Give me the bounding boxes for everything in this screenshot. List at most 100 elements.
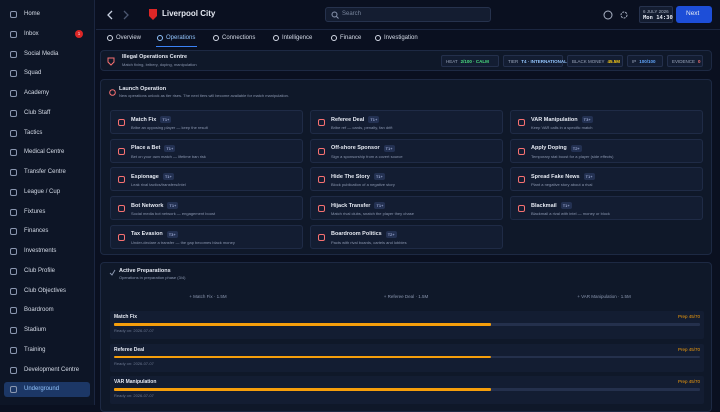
- operation-icon: [518, 176, 525, 184]
- stat-chip: IP 100/100: [627, 55, 663, 67]
- tier-badge: T3+: [581, 116, 593, 123]
- settings-button[interactable]: [619, 10, 629, 20]
- operation-card[interactable]: Match Fix T1+ Bribe an opposing player — k…: [110, 110, 303, 134]
- nav-item[interactable]: Training: [4, 343, 90, 358]
- nav-item[interactable]: League / Cup: [4, 185, 90, 200]
- tab-icon: [107, 35, 113, 41]
- operation-card[interactable]: Off-shore Sponsor T1+ Sign a sponsorship f…: [310, 138, 503, 163]
- nav-item[interactable]: Stadium: [4, 323, 90, 338]
- nav-item[interactable]: Club Staff: [4, 106, 90, 121]
- operation-icon: [118, 119, 125, 126]
- stat-label: BLACK MONEY: [572, 59, 605, 64]
- nav-item[interactable]: Club Profile: [4, 264, 90, 279]
- operation-desc: Keep VAR calls in a specific match: [531, 125, 593, 130]
- tab[interactable]: Overview: [106, 31, 143, 47]
- nav-item[interactable]: Medical Centre: [4, 145, 90, 160]
- operation-card[interactable]: Hijack Transfer T1+ Match rival clubs, sna…: [310, 196, 503, 221]
- tab-label: Intelligence: [282, 35, 313, 41]
- tier-badge: T1+: [583, 173, 595, 181]
- back-button[interactable]: [106, 10, 114, 20]
- nav-icon: [10, 11, 17, 18]
- nav-item[interactable]: Finances: [4, 224, 90, 239]
- header-subtitle: Match fixing, bribery, doping, manipulat…: [122, 62, 197, 67]
- search-box[interactable]: Search: [325, 7, 491, 22]
- operation-name: Hide The Story: [331, 173, 370, 180]
- operation-desc: Leak rival tactics/transfers/intel: [131, 182, 186, 188]
- operation-card[interactable]: Place a Bet T1+ Bet on your own match — li…: [110, 138, 303, 163]
- prep-slot[interactable]: + Match Fix · 1.5M: [189, 294, 227, 299]
- nav-item[interactable]: Inbox 1: [4, 27, 90, 42]
- stat-value: 45.5M: [607, 59, 621, 64]
- nav-item[interactable]: Academy: [4, 86, 90, 101]
- nav-item[interactable]: Home: [4, 7, 90, 22]
- prep-ready: Ready on: 2026-07-07: [114, 360, 154, 366]
- inbox-badge: 1: [75, 29, 83, 38]
- operation-card[interactable]: Tax Evasion T3+ Under-declare a transfer —…: [110, 224, 303, 249]
- nav-item[interactable]: Club Objectives: [4, 284, 90, 299]
- operation-card[interactable]: Blackmail T1+ Blackmail a rival with intel…: [510, 196, 703, 221]
- operation-icon: [118, 205, 125, 213]
- nav-icon: [10, 149, 17, 157]
- operation-heading: Spread Fake News T1+: [531, 173, 595, 181]
- nav-item[interactable]: Boardroom: [4, 303, 90, 318]
- nav-label: Club Staff: [24, 109, 51, 116]
- nav-icon: [10, 30, 17, 38]
- operation-card[interactable]: Apply Doping T2+ Temporary stat boost for …: [510, 138, 703, 163]
- tab[interactable]: Operations: [156, 31, 198, 47]
- nav-label: Tactics: [24, 129, 43, 136]
- nav-item[interactable]: Development Centre: [4, 363, 90, 378]
- nav-icon: [10, 90, 17, 97]
- nav-icon: [10, 346, 17, 354]
- time: Mon 14:30: [643, 15, 673, 21]
- nav-icon: [10, 109, 17, 117]
- operation-card[interactable]: Espionage T1+ Leak rival tactics/transfers…: [110, 167, 303, 192]
- operation-desc: Bribe ref — cards, penalty, fan drift: [331, 125, 393, 130]
- nav-item[interactable]: Tactics: [4, 126, 90, 141]
- tab[interactable]: Connections: [212, 31, 257, 47]
- tab[interactable]: Investigation: [374, 31, 420, 47]
- tab[interactable]: Finance: [330, 31, 363, 47]
- prep-slot[interactable]: + Referee Deal · 1.5M: [383, 294, 429, 299]
- tab-label: Connections: [222, 35, 256, 41]
- nav-item[interactable]: Investments: [4, 244, 90, 259]
- nav-icon: [10, 50, 17, 58]
- progress-track: [114, 388, 700, 391]
- club-name: Liverpool City: [162, 9, 216, 18]
- stat-label: HEAT: [446, 59, 458, 64]
- operation-name: Espionage: [131, 173, 159, 180]
- date-box: 6 JULY 2026 Mon 14:30: [639, 6, 673, 23]
- operation-card[interactable]: Bot Network T1+ Social media bot network —…: [110, 196, 303, 221]
- operation-icon: [318, 147, 325, 155]
- prep-slot[interactable]: + VAR Manipulation · 1.5M: [577, 294, 631, 299]
- prep-name: Referee Deal: [114, 346, 145, 353]
- operation-card[interactable]: Boardroom Politics T2+ Pacts with rival bo…: [310, 224, 503, 249]
- operation-heading: Bot Network T1+: [131, 202, 179, 210]
- forward-button[interactable]: [122, 10, 130, 20]
- nav-item[interactable]: Social Media: [4, 47, 90, 62]
- nav-item[interactable]: Underground: [4, 382, 90, 398]
- nav-icon: [10, 188, 17, 196]
- nav-item[interactable]: Transfer Centre: [4, 165, 90, 180]
- tab[interactable]: Intelligence: [272, 31, 314, 47]
- operation-heading: Match Fix T1+: [131, 116, 172, 123]
- progress-bar: [114, 388, 491, 391]
- help-button[interactable]: [603, 10, 613, 20]
- next-button[interactable]: Next: [676, 6, 712, 23]
- operation-card[interactable]: Spread Fake News T1+ Plant a negative stor…: [510, 167, 703, 192]
- operation-card[interactable]: Hide The Story T1+ Block publication of a …: [310, 167, 503, 192]
- operation-desc: Under-declare a transfer — the gap becom…: [131, 239, 235, 245]
- nav-item[interactable]: Squad: [4, 66, 90, 81]
- nav-label: Academy: [24, 90, 50, 96]
- search-placeholder: Search: [342, 11, 362, 17]
- operation-name: VAR Manipulation: [531, 116, 578, 123]
- tier-badge: T1+: [373, 173, 385, 181]
- prep-ready: Ready on: 2026-07-07: [114, 328, 154, 333]
- tier-badge: T1+: [164, 144, 176, 152]
- nav-label: Home: [24, 11, 41, 17]
- operation-card[interactable]: Referee Deal T1+ Bribe ref — cards, penalt…: [310, 110, 503, 134]
- operation-card[interactable]: VAR Manipulation T3+ Keep VAR calls in a s…: [510, 110, 703, 134]
- operation-icon: [318, 176, 325, 184]
- nav-item[interactable]: Fixtures: [4, 205, 90, 220]
- tier-badge: T1+: [383, 144, 395, 152]
- nav-label: Training: [24, 346, 46, 353]
